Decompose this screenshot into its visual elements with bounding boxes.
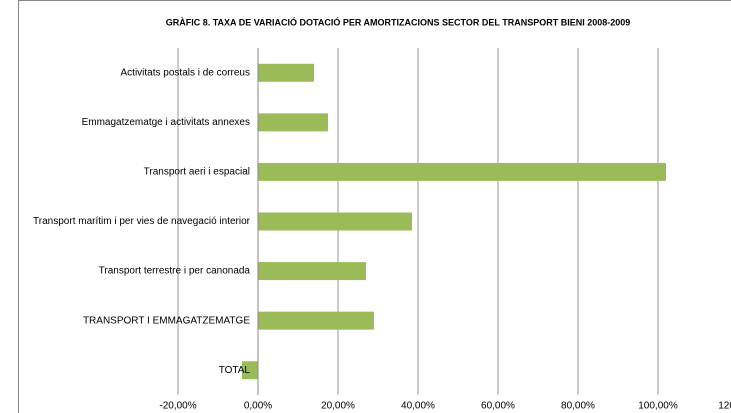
x-tick-label: 80,00% [561, 401, 595, 412]
x-tick-label: 0,00% [244, 401, 272, 412]
chart-frame [18, 0, 731, 413]
y-tick-label: Activitats postals i de correus [121, 67, 251, 78]
y-tick-label: Transport terrestre i per canonada [99, 266, 251, 277]
bar [258, 162, 666, 181]
x-tick-label: -20,00% [159, 401, 196, 412]
bar [242, 361, 258, 380]
x-tick-label: 120,00% [718, 401, 731, 412]
y-tick-label: Transport aeri i espacial [144, 167, 250, 178]
y-tick-label: TOTAL [219, 365, 251, 376]
bar [258, 113, 328, 132]
y-tick-label: Transport marítim i per vies de navegaci… [33, 216, 251, 227]
bar [258, 212, 412, 231]
bar [258, 262, 366, 281]
x-tick-label: 60,00% [481, 401, 515, 412]
x-tick-label: 40,00% [401, 401, 435, 412]
bar [258, 311, 374, 330]
bar [258, 63, 314, 82]
y-tick-label: Emmagatzematge i activitats annexes [82, 117, 250, 128]
x-tick-label: 100,00% [638, 401, 678, 412]
y-tick-label: TRANSPORT I EMMAGATZEMATGE [83, 315, 250, 326]
x-tick-label: 20,00% [321, 401, 355, 412]
chart-title: GRÀFIC 8. TAXA DE VARIACIÓ DOTACIÓ PER A… [166, 16, 631, 27]
